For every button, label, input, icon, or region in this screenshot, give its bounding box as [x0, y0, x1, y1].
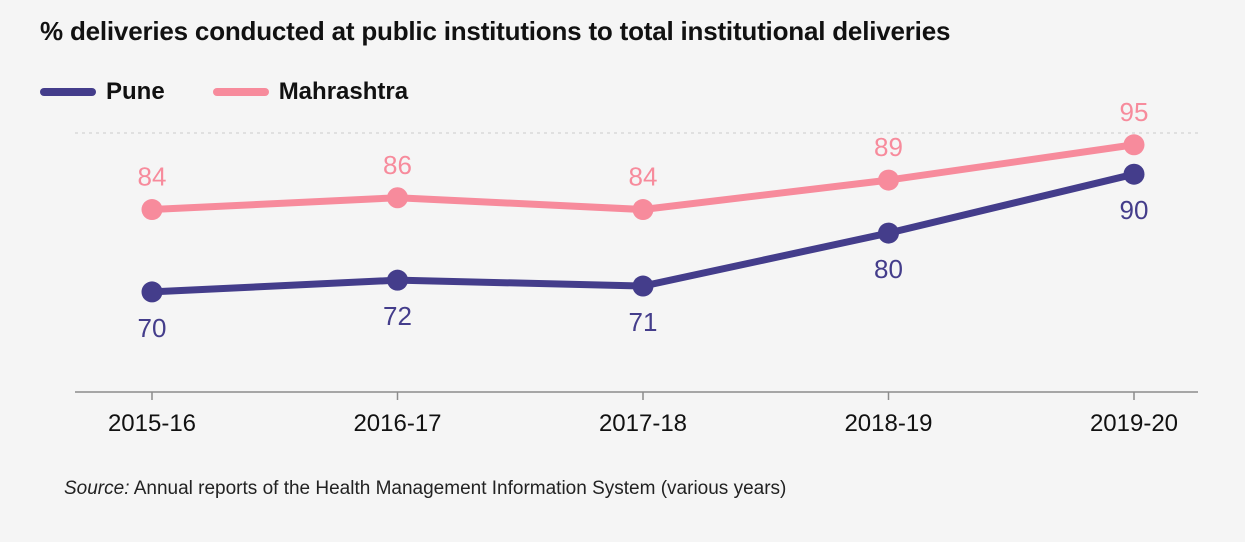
- data-point-mahrashtra: [878, 169, 899, 191]
- legend-item-pune: Pune: [40, 78, 165, 106]
- x-tick-label: 2017-18: [599, 410, 687, 437]
- series-line-pune: [148, 170, 1138, 296]
- data-label-mahrashtra: 89: [874, 132, 903, 162]
- legend-swatch-maharashtra: [212, 88, 269, 96]
- data-point-pune: [878, 222, 899, 244]
- data-point-pune: [632, 275, 654, 297]
- x-tick-label: 2015-16: [108, 410, 196, 437]
- source-text: Annual reports of the Health Management …: [133, 478, 787, 499]
- data-label-pune: 72: [383, 301, 412, 331]
- legend-label-pune: Pune: [106, 78, 165, 105]
- legend: Pune Mahrashtra: [40, 78, 456, 106]
- data-point-pune: [1123, 163, 1145, 185]
- data-label-pune: 80: [874, 254, 903, 284]
- x-tick-label: 2016-17: [353, 410, 441, 437]
- data-point-mahrashtra: [141, 199, 163, 221]
- data-point-pune: [141, 281, 163, 303]
- legend-label-maharashtra: Mahrashtra: [278, 78, 409, 105]
- data-point-mahrashtra: [387, 187, 408, 209]
- x-tick-label: 2018-19: [844, 410, 932, 437]
- legend-item-maharashtra: Mahrashtra: [212, 78, 409, 106]
- legend-swatch-pune: [40, 88, 96, 96]
- data-label-mahrashtra: 86: [383, 150, 412, 180]
- source-label: Source:: [64, 478, 130, 499]
- source-note: Source: Annual reports of the Health Man…: [64, 478, 786, 500]
- data-label-pune: 90: [1120, 195, 1149, 225]
- data-point-mahrashtra: [632, 199, 654, 221]
- data-point-mahrashtra: [1123, 134, 1145, 156]
- x-tick-label: 2019-20: [1090, 410, 1178, 437]
- data-label-mahrashtra: 84: [629, 162, 658, 192]
- data-label-pune: 71: [629, 307, 658, 337]
- data-label-mahrashtra: 95: [1120, 97, 1149, 127]
- data-label-mahrashtra: 84: [138, 162, 167, 192]
- data-label-pune: 70: [138, 313, 167, 343]
- data-point-pune: [387, 269, 408, 291]
- chart-title: % deliveries conducted at public institu…: [40, 16, 951, 46]
